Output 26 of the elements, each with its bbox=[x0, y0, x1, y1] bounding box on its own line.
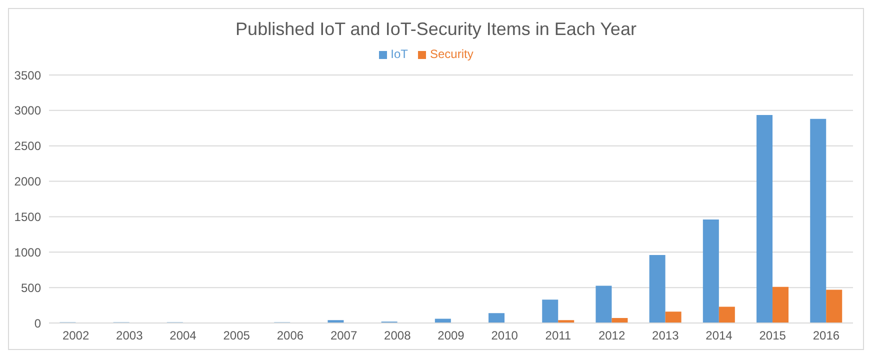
x-tick-label: 2016 bbox=[812, 328, 840, 343]
x-tick-label: 2010 bbox=[491, 328, 518, 343]
x-tick-label: 2012 bbox=[598, 328, 626, 343]
x-tick-label: 2002 bbox=[62, 328, 90, 343]
y-tick-label: 500 bbox=[20, 280, 42, 295]
x-tick-label: 2004 bbox=[170, 328, 197, 343]
x-tick-label: 2005 bbox=[223, 328, 250, 343]
x-tick-label: 2013 bbox=[652, 328, 680, 343]
x-tick-label: 2015 bbox=[759, 328, 786, 343]
chart-title: Published IoT and IoT-Security Items in Each Year bbox=[234, 18, 638, 41]
x-tick-label: 2014 bbox=[706, 328, 733, 343]
y-tick-label: 3000 bbox=[14, 104, 42, 118]
x-tick-label: 2006 bbox=[276, 328, 304, 343]
y-tick-label: 1000 bbox=[14, 245, 42, 260]
x-tick-label: 2007 bbox=[330, 328, 358, 343]
legend-label: Security bbox=[430, 47, 474, 61]
x-tick-label: 2008 bbox=[384, 328, 412, 343]
x-tick-label: 2009 bbox=[438, 328, 465, 343]
y-tick-label: 3500 bbox=[14, 68, 42, 82]
x-tick-label: 2003 bbox=[116, 328, 144, 343]
y-tick-label: 0 bbox=[34, 316, 42, 330]
y-tick-label: 2000 bbox=[14, 174, 42, 189]
y-tick-label: 1500 bbox=[14, 210, 42, 224]
y-tick-label: 2500 bbox=[14, 139, 42, 154]
x-tick-label: 2011 bbox=[545, 328, 572, 343]
legend-label: IoT bbox=[390, 47, 408, 61]
